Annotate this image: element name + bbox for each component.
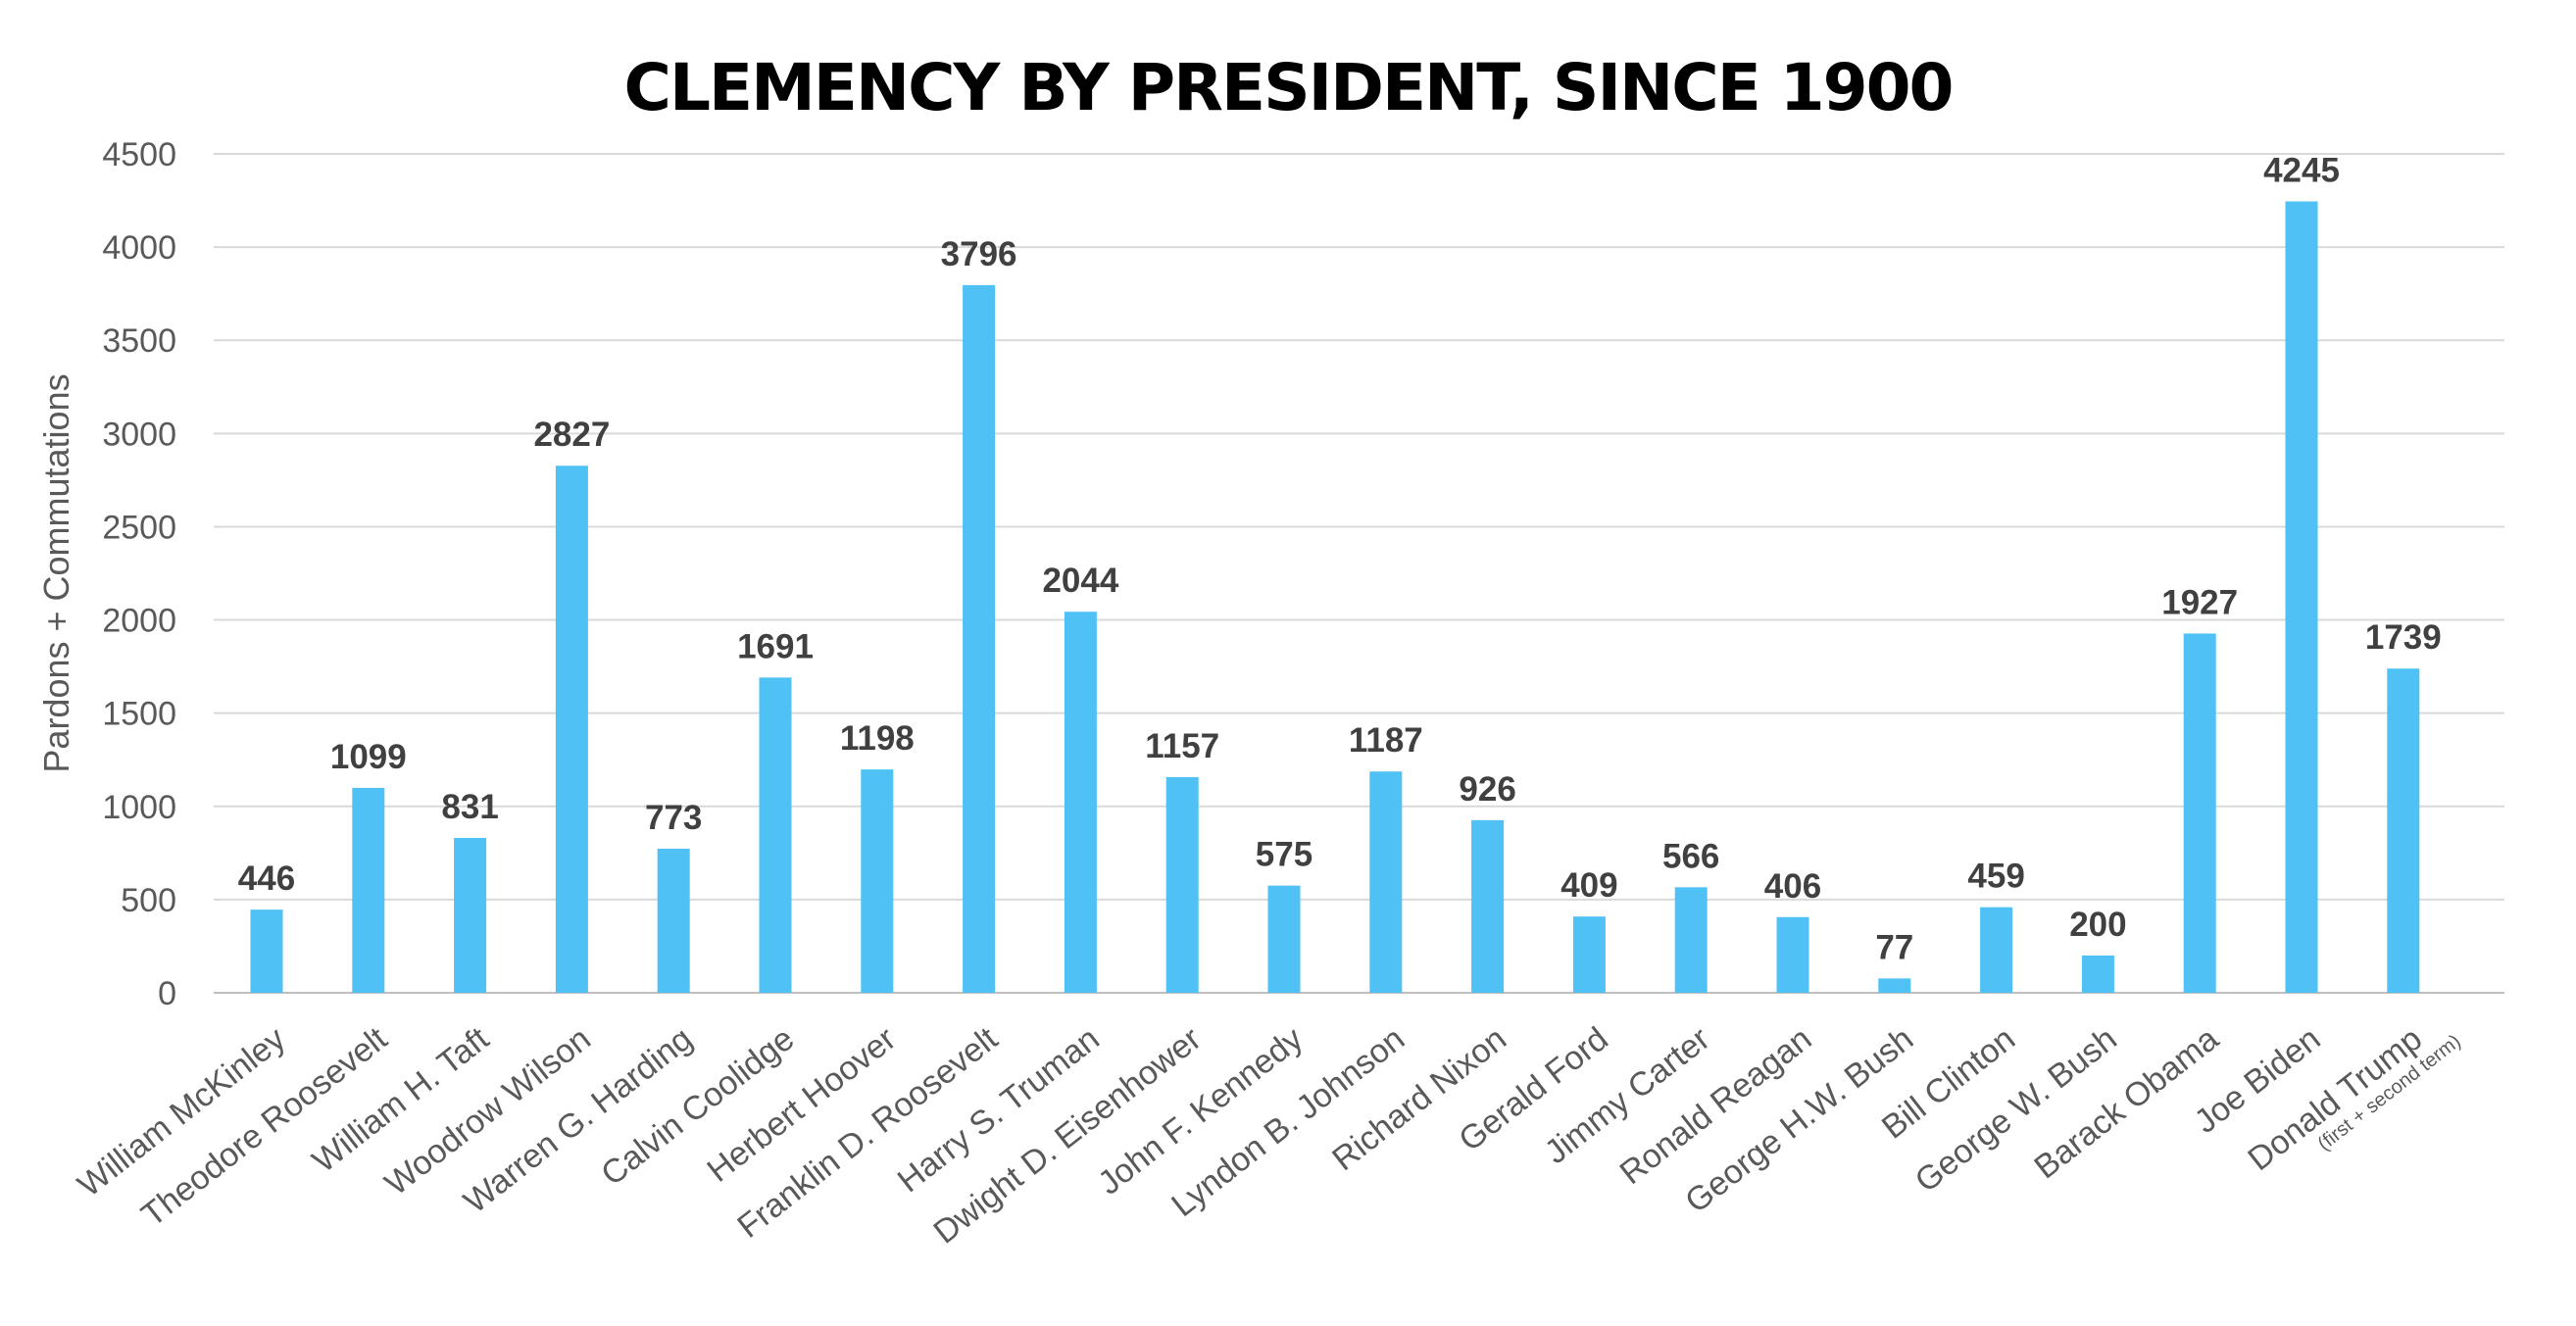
x-tick: Richard Nixon	[1325, 1020, 1513, 1178]
bar	[861, 769, 894, 993]
data-label: 200	[2069, 906, 2126, 944]
y-tick-label: 1000	[102, 789, 176, 826]
data-label: 566	[1662, 837, 1719, 875]
data-label: 459	[1967, 858, 2024, 896]
x-tick-label: Donald Trump	[2241, 1020, 2429, 1178]
bar	[1980, 907, 2013, 993]
bar	[1572, 916, 1606, 993]
data-label: 1187	[1349, 721, 1423, 760]
data-label: 1099	[330, 738, 407, 776]
y-axis-label: Pardons + Commutations	[36, 373, 76, 772]
y-tick-label: 4000	[102, 229, 176, 267]
bar	[2285, 201, 2318, 994]
gridlines	[214, 153, 2504, 994]
x-tick: Barack Obama	[2027, 1020, 2225, 1187]
bar	[555, 466, 588, 993]
data-label: 77	[1875, 928, 1913, 966]
bar	[2081, 955, 2114, 993]
y-axis-ticks: 0 500 1000 1500 2000 2500 3000 3500 4000 4500	[102, 136, 176, 1012]
bar	[1267, 885, 1301, 993]
bar	[1369, 771, 1403, 993]
data-label: 1691	[737, 627, 814, 665]
data-label: 3796	[941, 235, 1017, 273]
y-tick-label: 500	[121, 882, 176, 919]
bar	[1674, 887, 1708, 993]
y-tick-label: 2500	[102, 509, 176, 546]
data-label: 406	[1764, 867, 1821, 906]
bar	[1776, 916, 1809, 993]
x-tick-label: Barack Obama	[2027, 1020, 2225, 1187]
bar	[2387, 668, 2420, 993]
x-tick: Donald Trump(first + second term)	[2241, 1020, 2464, 1178]
bar	[352, 787, 385, 993]
bar	[1471, 819, 1505, 993]
bar	[250, 909, 283, 993]
data-label: 1927	[2161, 583, 2238, 621]
y-tick-label: 0	[158, 975, 176, 1012]
y-tick-label: 4500	[102, 136, 176, 173]
data-label: 926	[1459, 770, 1515, 809]
bar	[1878, 978, 1911, 993]
data-label: 1198	[840, 719, 915, 758]
data-label: 1157	[1145, 727, 1219, 765]
bar	[1165, 776, 1199, 993]
data-label: 4245	[2263, 152, 2340, 190]
data-label: 446	[238, 859, 295, 898]
data-label: 773	[645, 799, 702, 837]
bar	[657, 848, 690, 993]
bar	[454, 837, 487, 993]
data-label: 831	[441, 788, 498, 826]
y-tick-label: 3000	[102, 416, 176, 453]
bar	[1064, 612, 1097, 993]
y-tick-label: 3500	[102, 322, 176, 360]
y-tick-label: 1500	[102, 696, 176, 733]
bar	[963, 284, 996, 993]
data-label: 1739	[2365, 618, 2442, 657]
x-tick-label: Richard Nixon	[1325, 1020, 1513, 1178]
bar	[759, 677, 792, 993]
data-label: 2827	[533, 416, 610, 454]
data-label: 575	[1256, 836, 1313, 874]
data-label: 2044	[1042, 562, 1118, 600]
bars	[250, 201, 2420, 994]
data-labels: 446 1099 831 2827 773 1691 1198 3796 2044 1157 575…	[238, 152, 2442, 967]
y-tick-label: 2000	[102, 603, 176, 640]
chart-title: CLEMENCY BY PRESIDENT, SINCE 1900	[624, 50, 1953, 125]
data-label: 409	[1560, 866, 1617, 905]
bar	[2183, 633, 2216, 993]
